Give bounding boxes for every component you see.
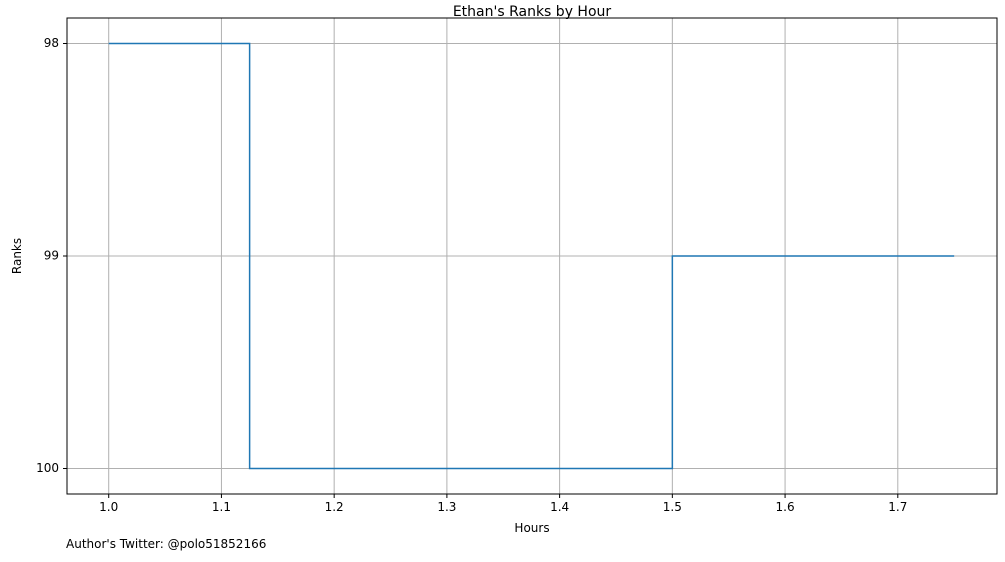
rank-series-line (108, 42, 955, 470)
series-layer (108, 42, 955, 470)
y-tick-label: 98 (44, 36, 59, 50)
y-axis-label: Ranks (10, 238, 24, 274)
x-tick-label: 1.2 (325, 500, 344, 514)
x-tick-label: 1.5 (663, 500, 682, 514)
x-tick-label: 1.0 (99, 500, 118, 514)
axis-ticks: 1.0 1.1 1.2 1.3 1.4 1.5 1.6 1.7 98 99 100 (36, 36, 907, 514)
x-axis-label: Hours (514, 521, 549, 535)
author-twitter-note: Author's Twitter: @polo51852166 (66, 537, 267, 551)
chart-title: Ethan's Ranks by Hour (453, 4, 612, 20)
x-tick-label: 1.1 (212, 500, 231, 514)
x-tick-label: 1.3 (437, 500, 456, 514)
y-tick-label: 100 (36, 461, 59, 475)
y-tick-label: 99 (44, 249, 59, 263)
x-tick-label: 1.6 (776, 500, 795, 514)
x-tick-label: 1.7 (888, 500, 907, 514)
x-tick-label: 1.4 (550, 500, 569, 514)
